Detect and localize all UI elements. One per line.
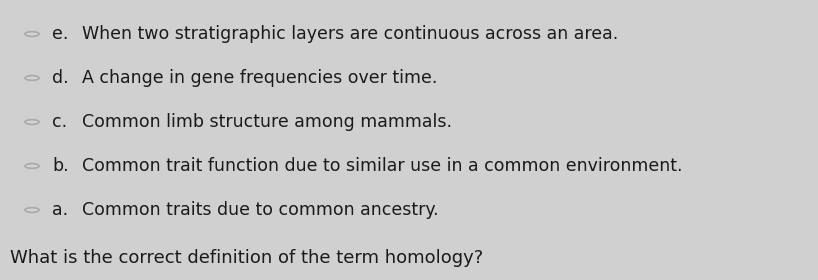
Text: Common trait function due to similar use in a common environment.: Common trait function due to similar use…: [82, 157, 682, 175]
Text: d.: d.: [52, 69, 69, 87]
Text: a.: a.: [52, 201, 68, 219]
Text: Common traits due to common ancestry.: Common traits due to common ancestry.: [82, 201, 438, 219]
Text: c.: c.: [52, 113, 67, 131]
Text: When two stratigraphic layers are continuous across an area.: When two stratigraphic layers are contin…: [82, 25, 618, 43]
Text: Common limb structure among mammals.: Common limb structure among mammals.: [82, 113, 452, 131]
Text: What is the correct definition of the term homology?: What is the correct definition of the te…: [10, 249, 483, 267]
Text: A change in gene frequencies over time.: A change in gene frequencies over time.: [82, 69, 438, 87]
Text: e.: e.: [52, 25, 69, 43]
Text: b.: b.: [52, 157, 69, 175]
